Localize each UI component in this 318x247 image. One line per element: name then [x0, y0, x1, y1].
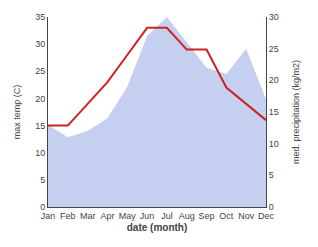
svg-text:Oct: Oct — [219, 211, 234, 221]
svg-text:Nov: Nov — [238, 211, 255, 221]
svg-text:25: 25 — [35, 66, 45, 76]
svg-text:25: 25 — [269, 44, 279, 54]
svg-text:30: 30 — [35, 39, 45, 49]
svg-text:Jun: Jun — [140, 211, 155, 221]
svg-text:35: 35 — [35, 12, 45, 22]
svg-text:med. precipitation (kg/m2): med. precipitation (kg/m2) — [291, 60, 301, 164]
svg-text:15: 15 — [269, 107, 279, 117]
svg-text:5: 5 — [269, 170, 274, 180]
svg-text:15: 15 — [35, 121, 45, 131]
svg-text:20: 20 — [35, 94, 45, 104]
svg-text:0: 0 — [269, 202, 274, 212]
svg-text:Aug: Aug — [179, 211, 195, 221]
svg-text:10: 10 — [269, 139, 279, 149]
svg-text:Dec: Dec — [258, 211, 275, 221]
svg-text:May: May — [119, 211, 137, 221]
svg-text:date (month): date (month) — [127, 222, 188, 233]
svg-text:Sep: Sep — [199, 211, 215, 221]
svg-text:10: 10 — [35, 148, 45, 158]
svg-text:Jan: Jan — [41, 211, 56, 221]
svg-text:0: 0 — [40, 202, 45, 212]
svg-text:30: 30 — [269, 12, 279, 22]
svg-text:5: 5 — [40, 175, 45, 185]
svg-text:Mar: Mar — [80, 211, 96, 221]
svg-text:Apr: Apr — [100, 211, 114, 221]
svg-text:Feb: Feb — [60, 211, 76, 221]
svg-text:Jul: Jul — [161, 211, 173, 221]
svg-text:max temp (C): max temp (C) — [12, 85, 22, 140]
svg-text:20: 20 — [269, 75, 279, 85]
